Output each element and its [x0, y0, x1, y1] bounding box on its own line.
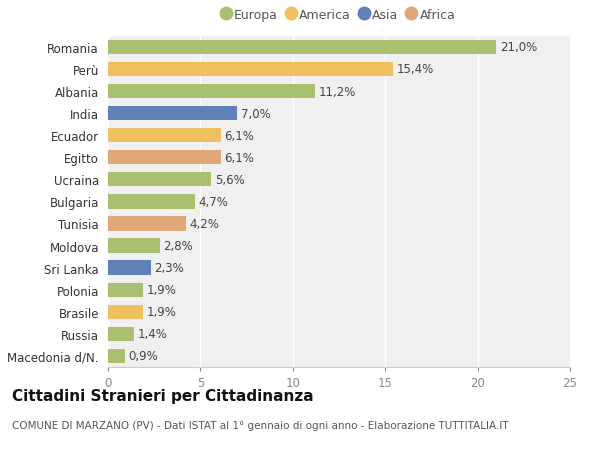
Text: 11,2%: 11,2% [319, 85, 356, 98]
Bar [108, 62, 392, 77]
Text: 15,4%: 15,4% [396, 63, 434, 76]
Bar [108, 173, 211, 187]
Text: 1,9%: 1,9% [147, 284, 176, 297]
Text: 5,6%: 5,6% [215, 174, 245, 186]
Bar [108, 40, 496, 55]
Text: 21,0%: 21,0% [500, 41, 537, 54]
Text: 7,0%: 7,0% [241, 107, 271, 120]
Text: COMUNE DI MARZANO (PV) - Dati ISTAT al 1° gennaio di ogni anno - Elaborazione TU: COMUNE DI MARZANO (PV) - Dati ISTAT al 1… [12, 420, 509, 430]
Text: 1,9%: 1,9% [147, 306, 176, 319]
Text: Cittadini Stranieri per Cittadinanza: Cittadini Stranieri per Cittadinanza [12, 388, 314, 403]
Bar [108, 129, 221, 143]
Text: 1,4%: 1,4% [137, 328, 167, 341]
Bar [108, 349, 125, 364]
Text: 6,1%: 6,1% [224, 151, 254, 164]
Text: 2,3%: 2,3% [154, 262, 184, 274]
Bar [108, 305, 143, 319]
Legend: Europa, America, Asia, Africa: Europa, America, Asia, Africa [218, 4, 460, 27]
Bar [108, 106, 238, 121]
Text: 0,9%: 0,9% [128, 350, 158, 363]
Bar [108, 327, 134, 341]
Bar [108, 239, 160, 253]
Text: 4,7%: 4,7% [199, 196, 229, 208]
Bar [108, 217, 185, 231]
Text: 6,1%: 6,1% [224, 129, 254, 142]
Text: 4,2%: 4,2% [190, 218, 219, 230]
Bar [108, 261, 151, 275]
Bar [108, 151, 221, 165]
Bar [108, 283, 143, 297]
Bar [108, 195, 195, 209]
Text: 2,8%: 2,8% [163, 240, 193, 252]
Bar [108, 84, 315, 99]
